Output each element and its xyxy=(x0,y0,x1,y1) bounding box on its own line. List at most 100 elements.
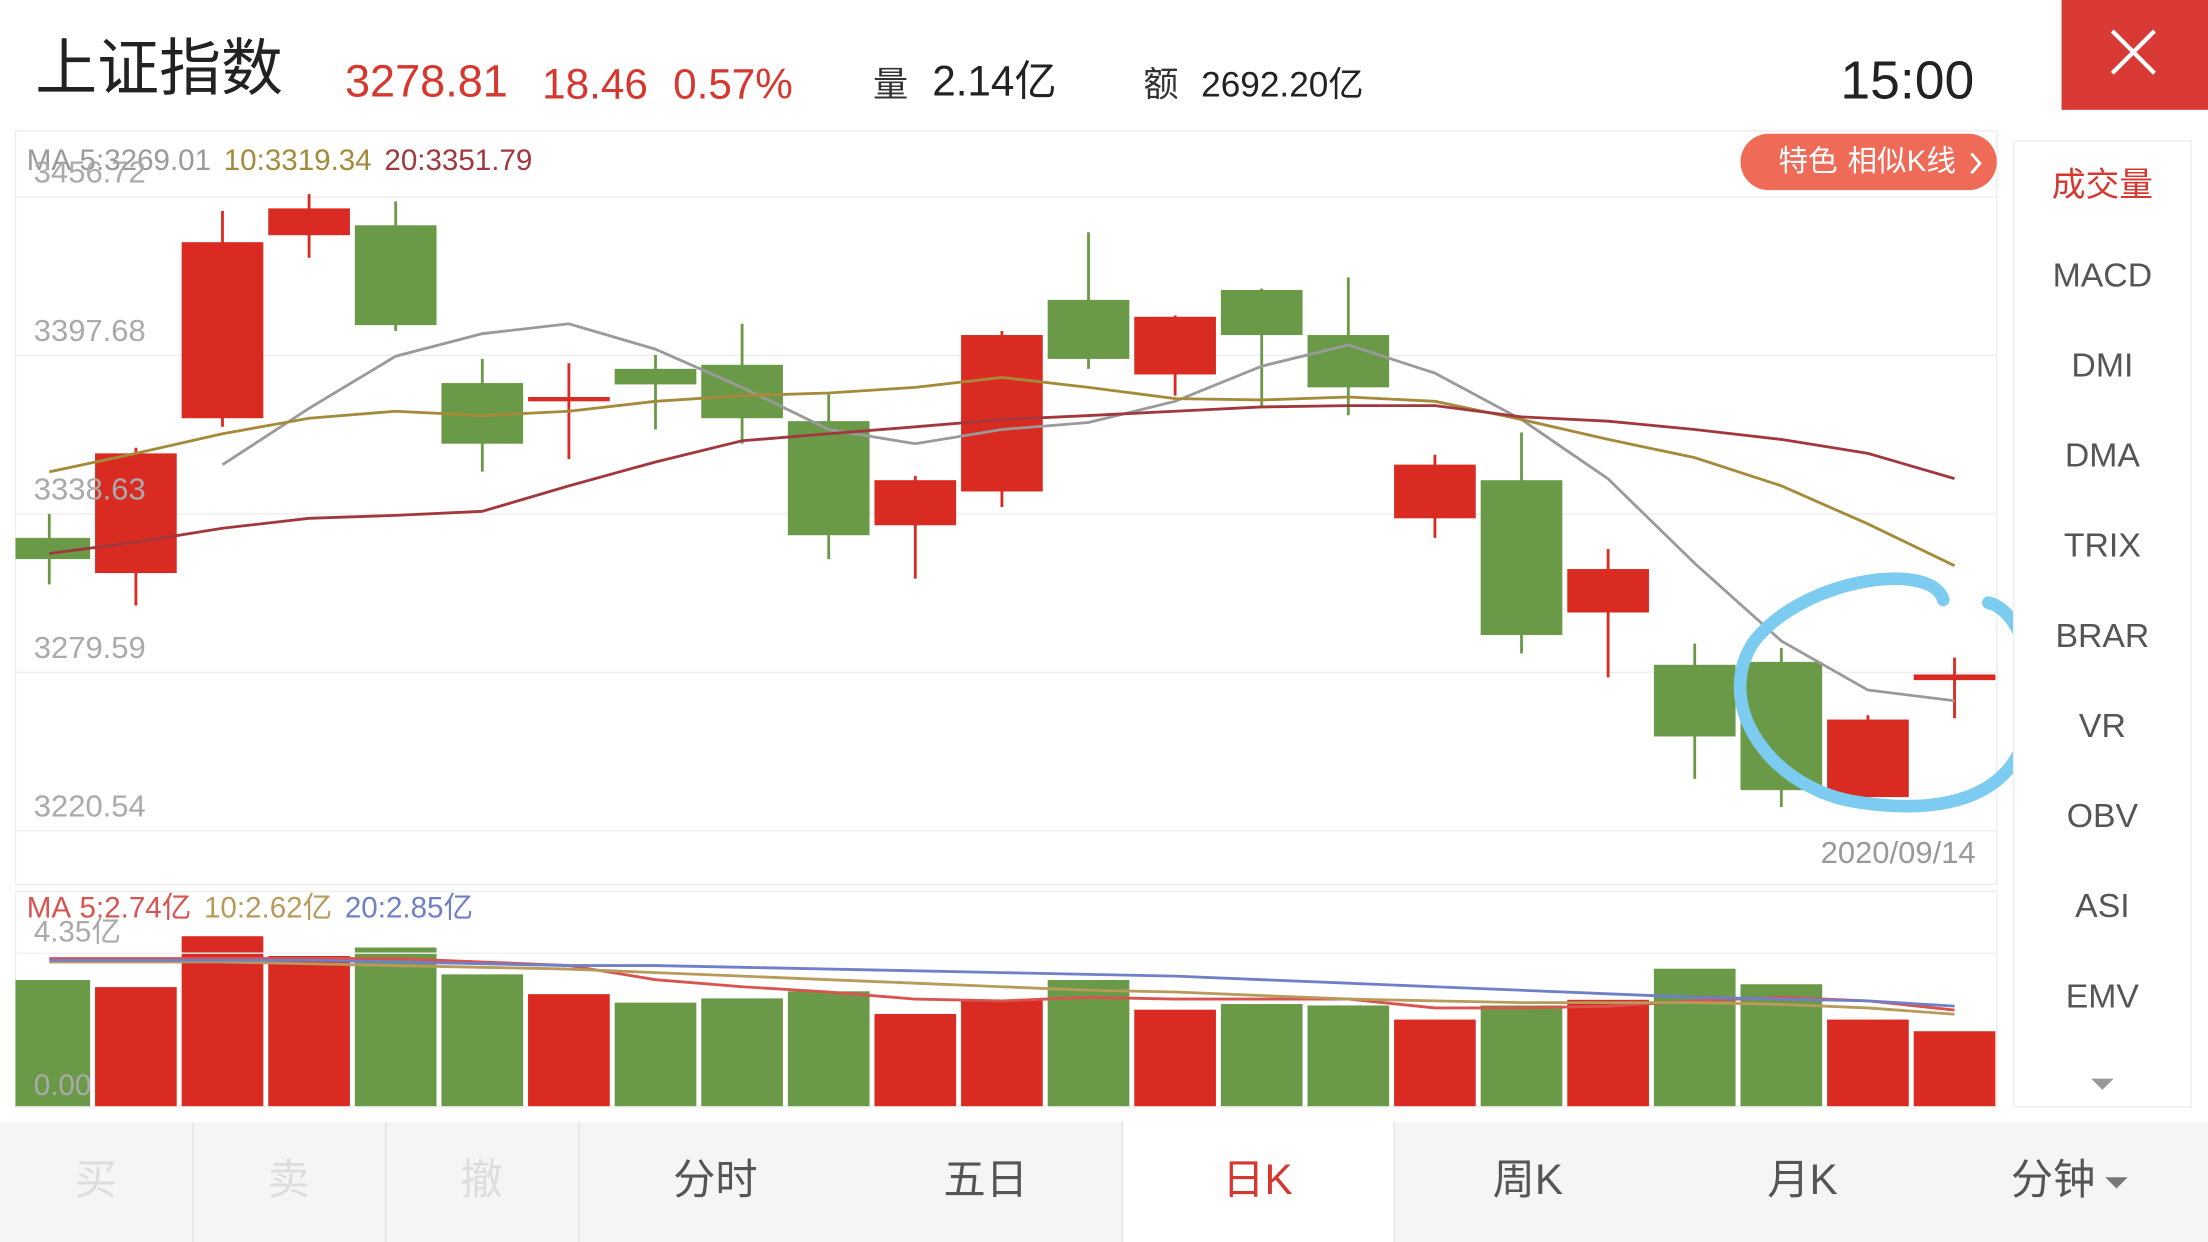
close-icon[interactable] xyxy=(2110,29,2156,75)
candle-body xyxy=(874,480,957,526)
legend-entry: 20:3351.79 xyxy=(384,144,532,177)
badge-chevron[interactable] xyxy=(1970,152,1982,175)
tab[interactable]: 买 xyxy=(75,1156,117,1203)
candle-body xyxy=(1653,664,1736,737)
volume-bar xyxy=(1307,1005,1390,1107)
candle-body xyxy=(1567,569,1649,613)
legend: MA 5:3269.01 10:3319.34 20:3351.79 xyxy=(27,144,533,177)
badge-bg[interactable] xyxy=(1740,133,1997,191)
legend-entry: 20:2.85亿 xyxy=(345,891,473,924)
volume-bar xyxy=(961,999,1043,1107)
indicator-menu xyxy=(2012,140,2192,1108)
minute-dropdown-arrow[interactable] xyxy=(2105,1177,2128,1189)
candle-body xyxy=(1913,674,1996,681)
legend-entry: 5:3269.01 xyxy=(80,144,212,177)
candle-body xyxy=(1220,289,1303,336)
tab-bar xyxy=(0,1122,2208,1242)
y-tick-label: 3279.59 xyxy=(34,630,146,665)
candle-body xyxy=(1307,335,1390,388)
ma-line xyxy=(49,960,1955,1016)
title: 上证指数 xyxy=(35,35,283,104)
candle-body xyxy=(701,364,783,419)
active-tab-bg xyxy=(1122,1122,1395,1242)
candle-body xyxy=(528,397,610,402)
candle-body xyxy=(614,368,697,385)
legend-entry: 10:2.62亿 xyxy=(204,891,332,924)
indicator-item[interactable]: MACD xyxy=(2053,256,2152,294)
tab[interactable]: 分时 xyxy=(673,1156,757,1203)
ma-line xyxy=(48,376,1956,567)
candle-body xyxy=(1480,480,1563,636)
y-tick-label: 3397.68 xyxy=(34,313,146,348)
tab[interactable]: 五日 xyxy=(943,1156,1027,1203)
legend: MA 5:2.74亿 10:2.62亿 20:2.85亿 xyxy=(27,891,473,924)
volume-bar xyxy=(354,947,437,1107)
change: 18.46 xyxy=(542,60,648,107)
y-tick-label: 3338.63 xyxy=(34,472,146,507)
y-tick-label: 4.35亿 xyxy=(34,915,121,948)
close-button[interactable] xyxy=(2061,0,2208,110)
indicator-item[interactable]: BRAR xyxy=(2055,617,2149,655)
volume: 2.14亿 xyxy=(932,58,1056,105)
volume-bar xyxy=(15,980,91,1107)
price: 3278.81 xyxy=(345,55,508,106)
volume-bar xyxy=(1047,980,1130,1107)
indicator-item[interactable]: DMA xyxy=(2065,437,2141,475)
indicator-item[interactable]: DMI xyxy=(2071,346,2133,384)
time: 15:00 xyxy=(1840,52,1974,111)
volume-bar xyxy=(95,987,177,1107)
tab[interactable]: 撤 xyxy=(460,1156,502,1203)
similar-k-badge[interactable]: 特色 相似K线 xyxy=(1740,133,1997,191)
indicator-item[interactable]: EMV xyxy=(2066,977,2140,1015)
indicator-item[interactable]: OBV xyxy=(2067,797,2139,835)
header: 上证指数 3278.81 18.46 0.57% 量 2.14亿 额 2692.… xyxy=(35,35,1974,111)
volume-bar xyxy=(528,994,610,1107)
volume-bar xyxy=(268,956,350,1107)
volume-bar xyxy=(874,1013,957,1107)
volume-bar xyxy=(181,936,264,1107)
volume-bar xyxy=(1134,1009,1216,1107)
menu-more-arrow[interactable] xyxy=(2091,1078,2114,1090)
badge-text[interactable]: 相似K线 xyxy=(1848,145,1956,178)
indicator-item[interactable]: 成交量 xyxy=(2052,166,2153,204)
price-chart xyxy=(15,194,1997,832)
date-label: 2020/09/14 xyxy=(1821,835,1976,870)
volume-chart xyxy=(15,936,1997,1107)
indicator-item[interactable]: TRIX xyxy=(2064,527,2141,565)
candle-body xyxy=(1047,299,1130,359)
volume-bar xyxy=(1567,999,1649,1107)
y-tick-label: 0.00 xyxy=(34,1069,92,1102)
tab[interactable]: 日K xyxy=(1222,1156,1292,1203)
tab[interactable]: 月K xyxy=(1767,1156,1837,1203)
tab[interactable]: 卖 xyxy=(268,1156,310,1203)
volume-bar xyxy=(1653,968,1736,1107)
legend-prefix: MA xyxy=(27,891,72,924)
legend-entry: 5:2.74亿 xyxy=(80,891,192,924)
volume-bar xyxy=(1827,1019,1909,1107)
tab[interactable]: 分钟 xyxy=(2011,1156,2095,1203)
badge-tag[interactable]: 特色 xyxy=(1779,145,1838,178)
candle-body xyxy=(268,208,350,236)
amount: 2692.20亿 xyxy=(1201,66,1363,105)
candle-body xyxy=(961,335,1043,492)
volume-bar xyxy=(1480,1005,1563,1107)
ma-line xyxy=(49,404,1955,555)
ma-line xyxy=(49,958,1955,1008)
candle-body xyxy=(181,242,264,419)
legend-prefix: MA xyxy=(27,144,72,177)
volume-bar xyxy=(441,974,524,1107)
tab[interactable]: 周K xyxy=(1493,1156,1563,1203)
candle-body xyxy=(15,537,91,560)
candle-body xyxy=(1134,316,1216,375)
volume-bar xyxy=(614,1002,697,1107)
volume-bar xyxy=(787,991,870,1107)
legend-entry: 10:3319.34 xyxy=(224,144,372,177)
candle-body xyxy=(1394,464,1476,519)
indicator-item[interactable]: ASI xyxy=(2075,887,2129,925)
indicator-item[interactable]: VR xyxy=(2079,707,2126,745)
volume-label: 量 xyxy=(873,66,908,105)
ma-line xyxy=(49,957,1955,1012)
